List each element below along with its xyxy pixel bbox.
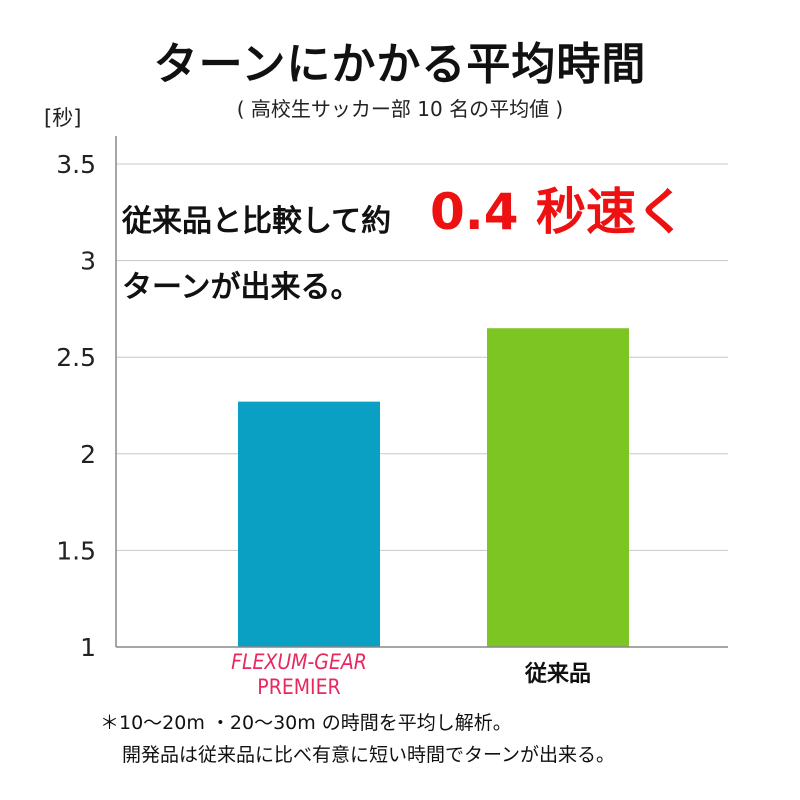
axes (115, 136, 728, 648)
footnote-line1: ＊10〜20m ・20〜30m の時間を平均し解析。 (100, 712, 512, 734)
y-tick-label: 1.5 (56, 536, 96, 565)
footnote-line2: 開発品は従来品に比べ有意に短い時間でターンが出来る。 (122, 744, 616, 766)
y-tick-label: 2 (80, 440, 96, 469)
callout-highlight: 0.4 秒速く (430, 183, 686, 241)
chart-title: ターンにかかる平均時間 (153, 39, 647, 90)
callout-text-line1: 従来品と比較して約 (122, 204, 392, 239)
y-tick-labels: 1 1.5 2 2.5 3 3.5 (56, 150, 96, 662)
chart-subtitle: ( 高校生サッカー部 10 名の平均値 ) (236, 97, 564, 121)
y-tick-label: 1 (80, 633, 96, 662)
callout-text-line2: ターンが出来る。 (122, 270, 361, 305)
x-label-flexum-gear-premier: FLEXUM-GEAR PREMIER (218, 650, 380, 700)
y-tick-label: 3 (80, 247, 96, 276)
y-tick-label: 2.5 (56, 343, 96, 372)
bars (238, 328, 629, 647)
y-axis-unit-label: [秒] (44, 106, 82, 130)
brand-line1: FLEXUM-GEAR (231, 650, 367, 674)
brand-line2: PREMIER (257, 675, 341, 699)
x-label-conventional: 従来品 (524, 662, 591, 687)
bar-flexum-gear-premier (238, 401, 380, 647)
bar-conventional (487, 328, 629, 647)
y-tick-label: 3.5 (56, 150, 96, 179)
